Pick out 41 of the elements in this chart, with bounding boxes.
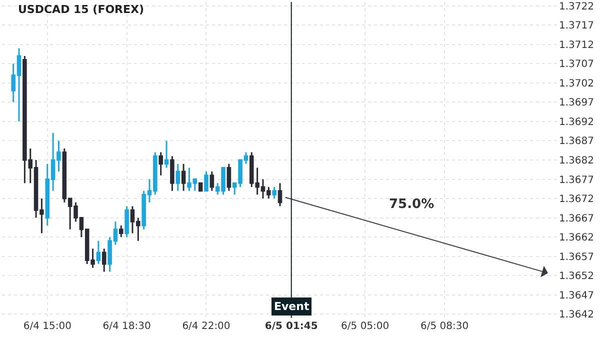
candlestick (176, 163, 180, 192)
x-tick-label: 6/5 01:45 (264, 321, 318, 332)
candlestick (164, 140, 169, 168)
candlestick (124, 205, 129, 238)
y-tick-label: 1.3672 (559, 194, 594, 206)
x-tick-label: 6/5 05:00 (341, 321, 390, 332)
y-tick-label: 1.3677 (559, 174, 594, 186)
y-tick-label: 1.3662 (559, 232, 594, 244)
candlestick (204, 170, 208, 192)
y-tick-label: 1.3692 (559, 116, 594, 128)
y-tick-label: 1.3652 (559, 271, 594, 282)
x-tick-label: 6/4 22:00 (182, 321, 230, 332)
x-tick-label: 6/4 18:30 (102, 321, 151, 332)
x-tick-label: 6/4 15:00 (23, 321, 72, 332)
candlestick (210, 170, 214, 192)
y-tick-label: 1.3647 (559, 290, 594, 302)
y-tick-label: 1.3702 (559, 78, 594, 90)
y-tick-label: 1.3707 (559, 59, 594, 70)
y-tick-label: 1.3722 (559, 1, 594, 12)
candlestick (170, 155, 174, 192)
candlestick (278, 182, 282, 207)
y-tick-label: 1.3667 (559, 213, 594, 224)
candlestick (96, 240, 101, 265)
y-tick-label: 1.3697 (559, 98, 594, 109)
candlestick (102, 248, 106, 273)
y-tick-label: 1.3682 (559, 156, 594, 166)
candlestick (181, 163, 186, 192)
y-tick-label: 1.3642 (559, 310, 594, 321)
annotation: 75.0% (389, 197, 434, 212)
candlestick (158, 152, 163, 176)
candlestick (198, 182, 203, 192)
candlestick (226, 163, 232, 192)
ref-line-label: Event (274, 300, 310, 313)
candlestick (119, 224, 124, 238)
y-tick-label: 1.3687 (559, 136, 594, 148)
y-tick-label: 1.3712 (559, 40, 594, 51)
y-tick-label: 1.3717 (559, 20, 594, 32)
chart-title: USDCAD 15 (FOREX) (18, 2, 144, 16)
candlestick (272, 186, 276, 200)
y-tick-label: 1.3657 (559, 252, 594, 263)
x-tick-label: 6/5 08:30 (420, 321, 469, 332)
